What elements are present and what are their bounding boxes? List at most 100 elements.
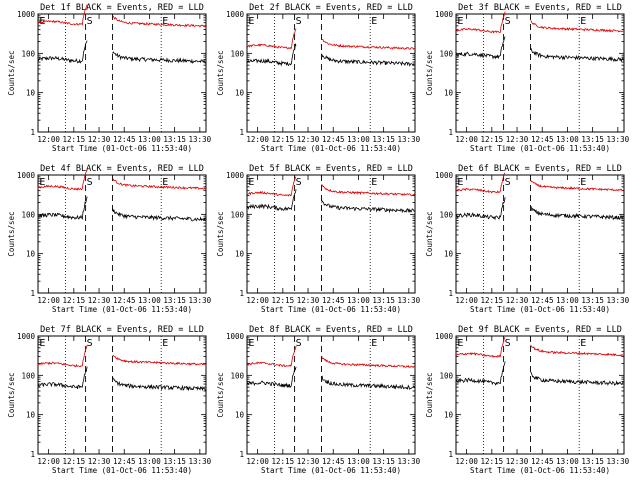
- chart-title: Det 3f BLACK = Events, RED = LLD: [458, 3, 622, 13]
- y-tick-label: 1: [30, 289, 35, 298]
- events-series-line: [112, 377, 206, 392]
- events-series-line: [321, 375, 415, 391]
- y-tick-label: 100: [21, 371, 35, 380]
- y-tick-label: 1: [239, 128, 244, 137]
- lld-series-line: [37, 168, 88, 191]
- interval-marker-label: E: [39, 177, 45, 188]
- plot-frame: [246, 13, 416, 133]
- y-tick-label: 1: [30, 128, 35, 137]
- x-tick-label: 12:00: [455, 457, 478, 466]
- x-tick-label: 12:15: [481, 135, 504, 144]
- x-tick-label: 13:15: [372, 296, 395, 305]
- interval-marker-label: S: [296, 177, 302, 188]
- interval-marker-label: S: [505, 177, 511, 188]
- plot-frame: [246, 174, 416, 294]
- plot-frame: [246, 335, 416, 455]
- interval-marker-label: E: [580, 338, 586, 349]
- events-series-line: [246, 189, 297, 212]
- chart-title: Det 1f BLACK = Events, RED = LLD: [40, 3, 204, 13]
- interval-marker-label: S: [505, 338, 511, 349]
- x-axis-label: Start Time (01-Oct-06 11:53:40): [52, 144, 192, 153]
- x-tick-label: 13:15: [163, 296, 186, 305]
- interval-marker-label: E: [162, 338, 168, 349]
- detector-panel-8: Det 8f BLACK = Events, RED = LLD 1 10 100 10…: [216, 325, 421, 475]
- y-tick-label: 10: [444, 89, 454, 98]
- x-tick-label: 12:15: [63, 296, 86, 305]
- y-tick-label: 1000: [17, 10, 36, 19]
- x-tick-label: 13:30: [607, 135, 630, 144]
- events-series-line: [37, 366, 88, 389]
- lld-series-line: [37, 4, 88, 26]
- interval-marker-label: E: [248, 16, 254, 27]
- y-axis-label: Counts/sec: [425, 50, 434, 95]
- interval-marker-label: S: [87, 16, 93, 27]
- x-tick-label: 12:30: [88, 457, 111, 466]
- x-tick-label: 13:00: [347, 457, 370, 466]
- x-axis-label: Start Time (01-Oct-06 11:53:40): [261, 305, 401, 314]
- y-tick-label: 1: [448, 289, 453, 298]
- y-axis-label: Counts/sec: [216, 211, 225, 256]
- plot-frame: [37, 13, 207, 133]
- events-series-line: [455, 36, 506, 60]
- interval-marker-label: S: [87, 338, 93, 349]
- x-tick-label: 12:30: [297, 135, 320, 144]
- events-series-line: [37, 196, 88, 220]
- x-tick-label: 13:15: [163, 457, 186, 466]
- y-tick-label: 10: [26, 89, 36, 98]
- lld-series-line: [321, 355, 415, 369]
- events-series-line: [530, 206, 624, 221]
- x-tick-label: 12:00: [37, 296, 60, 305]
- x-tick-label: 12:30: [506, 135, 529, 144]
- plot-frame: [455, 335, 625, 455]
- y-tick-label: 10: [235, 411, 245, 420]
- chart-title: Det 9f BLACK = Events, RED = LLD: [458, 325, 622, 335]
- interval-marker-label: E: [39, 16, 45, 27]
- detector-panel-3: Det 3f BLACK = Events, RED = LLD 1 10 100 10…: [425, 3, 630, 153]
- x-tick-label: 13:00: [347, 296, 370, 305]
- y-tick-label: 1: [448, 128, 453, 137]
- events-series-line: [246, 366, 297, 388]
- x-tick-label: 12:45: [322, 457, 345, 466]
- y-tick-label: 100: [21, 210, 35, 219]
- y-tick-label: 100: [21, 49, 35, 58]
- x-tick-label: 12:15: [272, 457, 295, 466]
- x-tick-label: 12:30: [88, 135, 111, 144]
- y-tick-label: 1000: [17, 332, 36, 341]
- lld-series-line: [530, 20, 624, 33]
- lld-series-line: [321, 38, 415, 50]
- interval-marker-label: E: [371, 177, 377, 188]
- lld-series-line: [112, 354, 206, 366]
- x-tick-label: 13:30: [398, 457, 421, 466]
- interval-marker-label: E: [162, 16, 168, 27]
- chart-title: Det 4f BLACK = Events, RED = LLD: [40, 164, 204, 174]
- x-axis-label: Start Time (01-Oct-06 11:53:40): [470, 466, 610, 475]
- y-tick-label: 1000: [435, 332, 454, 341]
- x-tick-label: 12:45: [531, 135, 554, 144]
- x-tick-label: 13:00: [556, 457, 579, 466]
- y-axis-label: Counts/sec: [216, 372, 225, 417]
- y-tick-label: 1: [239, 450, 244, 459]
- plot-frame: [455, 174, 625, 294]
- y-tick-label: 100: [439, 210, 453, 219]
- lld-series-line: [112, 15, 206, 28]
- x-axis-label: Start Time (01-Oct-06 11:53:40): [52, 466, 192, 475]
- y-tick-label: 100: [230, 210, 244, 219]
- y-tick-label: 100: [439, 371, 453, 380]
- x-tick-label: 12:45: [531, 296, 554, 305]
- interval-marker-label: E: [39, 338, 45, 349]
- events-series-line: [37, 40, 88, 64]
- x-tick-label: 12:30: [506, 296, 529, 305]
- x-tick-label: 13:30: [607, 457, 630, 466]
- chart-title: Det 6f BLACK = Events, RED = LLD: [458, 164, 622, 174]
- x-tick-label: 13:00: [138, 135, 161, 144]
- y-axis-label: Counts/sec: [216, 50, 225, 95]
- y-tick-label: 10: [26, 250, 36, 259]
- y-axis-label: Counts/sec: [7, 50, 16, 95]
- chart-title: Det 8f BLACK = Events, RED = LLD: [249, 325, 413, 335]
- detector-panel-1: Det 1f BLACK = Events, RED = LLD 1 10 100 10…: [7, 3, 212, 153]
- x-tick-label: 13:00: [347, 135, 370, 144]
- interval-marker-label: E: [580, 16, 586, 27]
- y-tick-label: 1: [239, 289, 244, 298]
- y-axis-label: Counts/sec: [425, 372, 434, 417]
- x-tick-label: 12:00: [246, 457, 269, 466]
